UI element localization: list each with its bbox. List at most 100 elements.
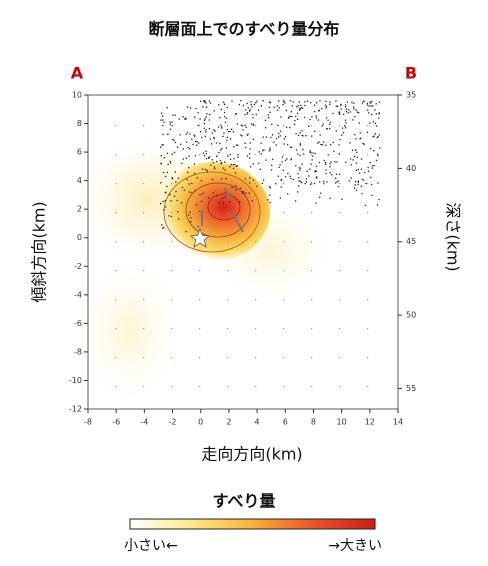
aftershock [229, 158, 232, 160]
aftershock [305, 181, 308, 183]
vector-dot [367, 328, 369, 330]
aftershock [193, 163, 196, 165]
y-tick-label: 2 [77, 205, 82, 214]
vector-dot [227, 154, 229, 156]
aftershock [276, 109, 279, 111]
vector-dot [311, 183, 313, 185]
aftershock [377, 182, 379, 184]
aftershock [378, 198, 380, 201]
aftershock [204, 100, 206, 102]
aftershock [235, 112, 238, 115]
aftershock [194, 116, 196, 118]
aftershock [348, 109, 350, 111]
aftershock [298, 109, 301, 111]
aftershock [223, 111, 226, 114]
aftershock [176, 146, 179, 148]
aftershock [325, 163, 327, 165]
vector-dot [339, 357, 341, 359]
aftershock [208, 156, 210, 159]
aftershock [299, 143, 302, 145]
vector-dot [227, 299, 229, 301]
vector-dot [367, 270, 369, 272]
aftershock [268, 106, 271, 109]
aftershock [353, 155, 356, 158]
aftershock [332, 112, 334, 115]
aftershock [292, 178, 295, 181]
aftershock [354, 184, 356, 186]
vector-dot [171, 154, 173, 156]
aftershock [325, 128, 328, 130]
aftershock [197, 124, 199, 127]
aftershock [332, 141, 334, 144]
vector-dot [311, 299, 313, 301]
aftershock [229, 154, 231, 156]
aftershock [219, 142, 221, 145]
aftershock [185, 133, 188, 135]
aftershock [234, 113, 237, 115]
aftershock [297, 153, 299, 155]
aftershock [329, 163, 331, 165]
aftershock [220, 163, 222, 165]
aftershock [362, 179, 365, 181]
aftershock [206, 113, 208, 115]
aftershock [289, 115, 291, 117]
aftershock [299, 108, 301, 110]
aftershock [302, 148, 304, 151]
aftershock [182, 158, 184, 160]
aftershock [314, 130, 316, 132]
aftershock [248, 182, 251, 184]
aftershock [173, 139, 175, 142]
aftershock [218, 104, 220, 106]
aftershock [211, 178, 214, 181]
aftershock [235, 144, 238, 146]
aftershock [278, 132, 280, 135]
aftershock [219, 159, 221, 162]
aftershock [326, 128, 328, 130]
aftershock [292, 101, 294, 103]
aftershock [240, 100, 242, 102]
aftershock [315, 170, 318, 173]
aftershock [244, 178, 247, 180]
slip-contour [207, 193, 241, 221]
aftershock [269, 201, 271, 204]
vector-dot [115, 241, 117, 243]
aftershock [249, 177, 251, 179]
aftershock [203, 100, 205, 102]
aftershock [282, 169, 284, 171]
aftershock [213, 129, 215, 131]
aftershock [278, 166, 280, 169]
aftershock [194, 189, 197, 192]
y-tick-label: 8 [77, 119, 82, 128]
aftershock [196, 140, 198, 143]
aftershock [229, 165, 231, 168]
aftershock [269, 102, 272, 104]
vector-dot [367, 125, 369, 127]
aftershock [248, 110, 251, 112]
aftershock [321, 125, 323, 127]
vector-dot [227, 125, 229, 127]
aftershock [213, 166, 216, 168]
vector-dot [115, 183, 117, 185]
aftershock [344, 127, 347, 129]
vector-dot [199, 154, 201, 156]
aftershock [241, 192, 244, 194]
aftershock [221, 126, 223, 128]
aftershock [269, 111, 271, 114]
aftershock [206, 169, 208, 171]
vector-dot [283, 183, 285, 185]
aftershock [262, 100, 264, 102]
aftershock [357, 181, 360, 183]
aftershock [161, 144, 163, 146]
aftershock [269, 147, 271, 149]
x-tick-label: 8 [311, 418, 316, 427]
aftershock [315, 117, 318, 119]
aftershock [261, 182, 264, 185]
aftershock [249, 148, 251, 150]
aftershock [227, 130, 230, 133]
aftershock [220, 149, 222, 151]
aftershock [301, 107, 304, 110]
aftershock [311, 116, 313, 118]
aftershock [268, 150, 271, 152]
aftershock [309, 151, 311, 153]
aftershock [242, 129, 244, 131]
